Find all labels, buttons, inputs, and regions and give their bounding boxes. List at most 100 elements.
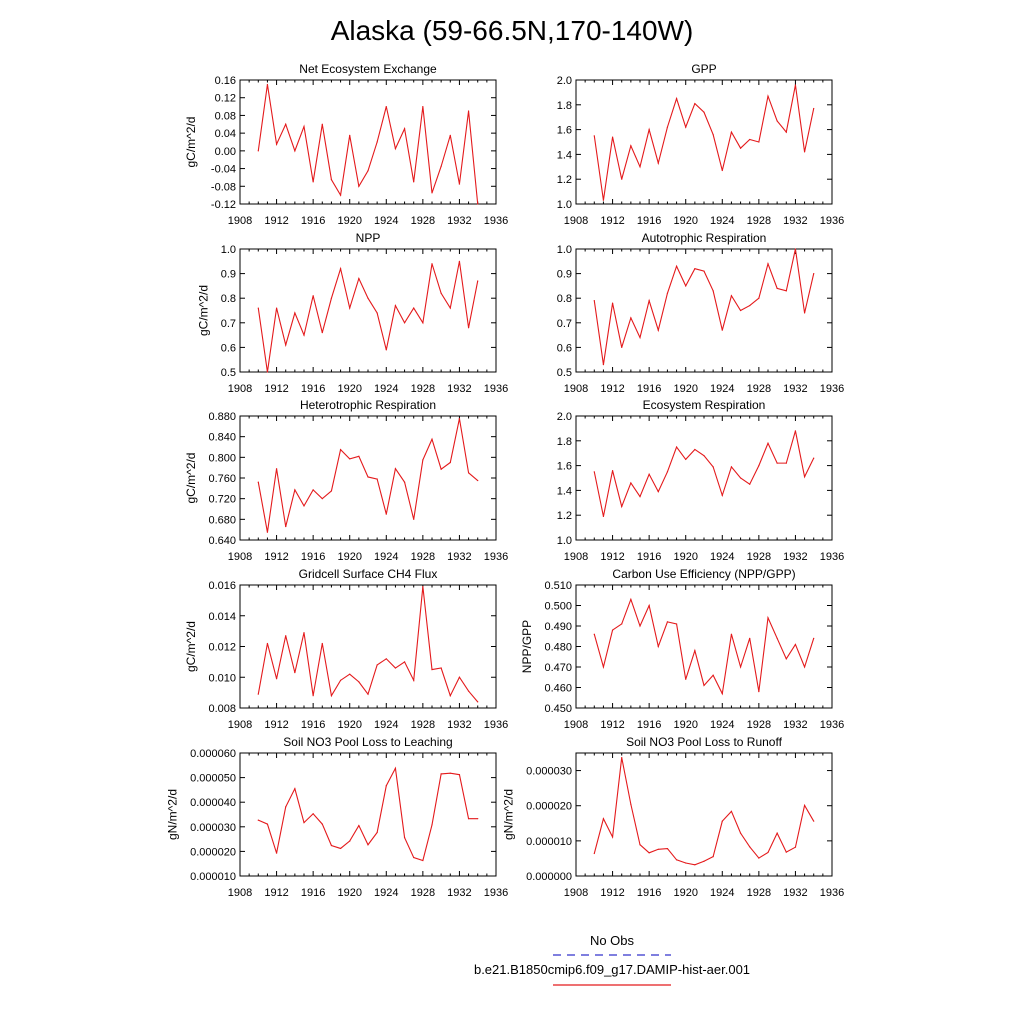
y-tick-label: 0.6 [221, 342, 236, 354]
data-point [358, 277, 360, 280]
data-point [367, 170, 369, 172]
data-point [685, 285, 687, 287]
data-point [703, 860, 705, 862]
data-point [621, 505, 623, 508]
data-point [312, 295, 314, 297]
series-line [593, 248, 815, 365]
plot-frame [239, 584, 497, 709]
data-point [394, 767, 397, 769]
x-tick-label: 1916 [301, 383, 325, 395]
data-point [648, 129, 650, 131]
y-tick-label: 0.510 [544, 580, 572, 592]
data-point [413, 518, 415, 520]
panel-gpp: GPP 1908 1912 1916 1920 1924 1928 1932 1936 1.0 1.… [557, 62, 845, 227]
data-point [266, 83, 269, 86]
x-tick-label: 1932 [783, 215, 807, 227]
y-tick-label: 0.7 [557, 318, 572, 330]
data-point [675, 446, 678, 448]
y-axis-label: gC/m^2/d [184, 453, 198, 504]
x-tick-label: 1936 [820, 551, 844, 563]
panel-carbon-use-efficiency-npp-gpp: Carbon Use Efficiency (NPP/GPP) 1908 1912 1… [520, 567, 844, 731]
x-tick-label: 1932 [783, 383, 807, 395]
data-point [458, 183, 461, 185]
data-point [602, 515, 605, 518]
data-point [358, 824, 360, 827]
data-point [593, 300, 595, 302]
data-point [666, 126, 669, 128]
series-line [593, 757, 815, 866]
data-point [413, 679, 415, 681]
y-tick-label: 0.00 [215, 146, 236, 158]
data-point [712, 466, 714, 468]
x-tick-label: 1932 [447, 719, 471, 731]
data-point [285, 344, 287, 346]
series-line [257, 84, 479, 205]
data-point [675, 859, 678, 861]
data-point [440, 773, 442, 775]
data-point [749, 304, 751, 307]
y-tick-label: 0.720 [208, 494, 236, 506]
x-tick-label: 1928 [411, 551, 435, 563]
data-point [467, 110, 470, 112]
y-tick-label: 2.0 [557, 75, 572, 87]
data-point [285, 806, 287, 808]
data-point [394, 148, 397, 150]
data-point [275, 307, 278, 309]
x-tick-label: 1932 [447, 887, 471, 899]
data-point [294, 788, 296, 790]
data-point [458, 260, 461, 262]
data-point [449, 772, 451, 774]
data-point [257, 481, 259, 483]
data-point [785, 290, 787, 292]
data-point [813, 820, 815, 822]
y-tick-label: 0.008 [208, 703, 236, 715]
x-tick-label: 1908 [564, 215, 588, 227]
data-point [611, 469, 614, 472]
y-tick-label: 0.8 [557, 293, 572, 305]
panel-title: Gridcell Surface CH4 Flux [299, 567, 438, 581]
data-point [785, 851, 787, 853]
data-point [339, 194, 342, 196]
data-point [422, 859, 424, 862]
data-point [630, 803, 632, 805]
y-axis-label: gN/m^2/d [165, 789, 179, 840]
x-tick-label: 1908 [564, 719, 588, 731]
panel-heterotrophic-respiration: Heterotrophic Respiration 1908 1912 1916 192… [184, 398, 508, 563]
data-point [422, 105, 424, 108]
data-point [257, 819, 259, 821]
data-point [767, 617, 769, 619]
data-point [749, 138, 751, 141]
x-tick-label: 1924 [374, 887, 398, 899]
x-tick-label: 1912 [264, 383, 288, 395]
data-point [712, 674, 714, 676]
y-tick-label: 0.5 [221, 367, 236, 379]
data-point [413, 856, 415, 859]
data-point [648, 604, 650, 607]
data-point [648, 852, 650, 854]
data-point [721, 820, 723, 822]
legend: No Obs b.e21.B1850cmip6.f09_g17.DAMIP-hi… [474, 933, 750, 986]
x-tick-label: 1908 [564, 887, 588, 899]
data-point [621, 178, 623, 180]
data-point [376, 312, 378, 314]
data-point [657, 848, 659, 850]
data-point [403, 661, 406, 663]
data-point [275, 678, 278, 680]
y-tick-label: 0.000020 [526, 801, 572, 813]
x-tick-label: 1936 [820, 887, 844, 899]
data-point [403, 837, 406, 839]
data-point [657, 491, 659, 493]
data-point [266, 531, 269, 533]
data-point [330, 490, 333, 492]
y-tick-label: 1.8 [557, 436, 572, 448]
data-point [422, 322, 424, 324]
y-axis-label: gN/m^2/d [501, 789, 515, 840]
data-point [440, 165, 442, 167]
data-point [266, 823, 269, 825]
panel-soil-no3-pool-loss-to-runoff: Soil NO3 Pool Loss to Runoff 1908 1912 1916… [501, 735, 844, 899]
x-tick-label: 1912 [600, 383, 624, 395]
data-point [422, 585, 424, 588]
data-point [694, 268, 696, 270]
data-point [394, 667, 397, 669]
panel-npp: NPP 1908 1912 1916 1920 1924 1928 1932 1936 0.5 0.… [196, 231, 508, 395]
